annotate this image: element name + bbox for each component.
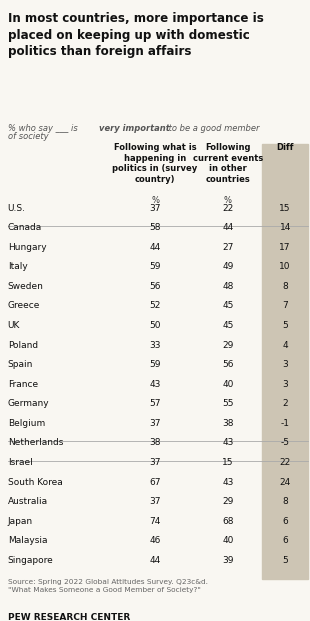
Text: 14: 14 xyxy=(280,223,291,232)
Text: 37: 37 xyxy=(149,497,161,506)
Text: Sweden: Sweden xyxy=(8,282,44,291)
Text: 45: 45 xyxy=(222,301,233,310)
Text: France: France xyxy=(8,379,38,389)
Text: 45: 45 xyxy=(222,321,233,330)
Text: 59: 59 xyxy=(149,360,161,369)
Text: 17: 17 xyxy=(279,243,291,252)
Text: 33: 33 xyxy=(149,340,161,350)
Text: 55: 55 xyxy=(222,399,234,408)
Text: South Korea: South Korea xyxy=(8,478,63,486)
Text: Germany: Germany xyxy=(8,399,49,408)
Text: 24: 24 xyxy=(280,478,291,486)
Text: 27: 27 xyxy=(222,243,233,252)
Text: 29: 29 xyxy=(222,497,233,506)
Text: 15: 15 xyxy=(222,458,234,467)
Text: 37: 37 xyxy=(149,458,161,467)
Text: %: % xyxy=(151,196,159,204)
Text: UK: UK xyxy=(8,321,20,330)
Text: 52: 52 xyxy=(149,301,161,310)
Text: 4: 4 xyxy=(282,340,288,350)
Text: Source: Spring 2022 Global Attitudes Survey. Q23c&d.
"What Makes Someone a Good : Source: Spring 2022 Global Attitudes Sur… xyxy=(8,579,208,592)
Text: Japan: Japan xyxy=(8,517,33,525)
Text: Spain: Spain xyxy=(8,360,33,369)
Text: Italy: Italy xyxy=(8,262,28,271)
Text: very important: very important xyxy=(99,124,170,133)
Text: 22: 22 xyxy=(222,204,233,212)
Text: Canada: Canada xyxy=(8,223,42,232)
Text: 38: 38 xyxy=(222,419,234,428)
Text: 7: 7 xyxy=(282,301,288,310)
Text: 3: 3 xyxy=(282,360,288,369)
Text: 37: 37 xyxy=(149,204,161,212)
Text: 59: 59 xyxy=(149,262,161,271)
Text: 8: 8 xyxy=(282,282,288,291)
Text: 43: 43 xyxy=(222,478,233,486)
Text: of society: of society xyxy=(8,132,48,141)
Text: 40: 40 xyxy=(222,536,233,545)
Text: -1: -1 xyxy=(281,419,290,428)
Text: U.S.: U.S. xyxy=(8,204,26,212)
Text: Diff: Diff xyxy=(277,143,294,152)
Text: 2: 2 xyxy=(282,399,288,408)
Text: % who say ___ is: % who say ___ is xyxy=(8,124,80,133)
Text: In most countries, more importance is
placed on keeping up with domestic
politic: In most countries, more importance is pl… xyxy=(8,12,264,58)
Text: Malaysia: Malaysia xyxy=(8,536,47,545)
Text: Greece: Greece xyxy=(8,301,40,310)
Text: 29: 29 xyxy=(222,340,233,350)
Text: 5: 5 xyxy=(282,321,288,330)
Text: 74: 74 xyxy=(149,517,161,525)
Text: PEW RESEARCH CENTER: PEW RESEARCH CENTER xyxy=(8,613,130,621)
Text: 49: 49 xyxy=(222,262,233,271)
Text: 44: 44 xyxy=(149,243,161,252)
Text: Singapore: Singapore xyxy=(8,556,54,564)
Text: 6: 6 xyxy=(282,517,288,525)
Text: 50: 50 xyxy=(149,321,161,330)
Text: 8: 8 xyxy=(282,497,288,506)
Text: 39: 39 xyxy=(222,556,234,564)
Text: 44: 44 xyxy=(222,223,233,232)
Text: 58: 58 xyxy=(149,223,161,232)
Text: Following
current events
in other
countries: Following current events in other countr… xyxy=(193,143,263,184)
Text: Netherlands: Netherlands xyxy=(8,438,63,447)
Text: 5: 5 xyxy=(282,556,288,564)
Text: Hungary: Hungary xyxy=(8,243,46,252)
Text: 15: 15 xyxy=(279,204,291,212)
Text: -5: -5 xyxy=(281,438,290,447)
Text: 67: 67 xyxy=(149,478,161,486)
Text: Australia: Australia xyxy=(8,497,48,506)
Text: 57: 57 xyxy=(149,399,161,408)
Text: 22: 22 xyxy=(280,458,291,467)
Text: %: % xyxy=(224,196,232,204)
Text: 40: 40 xyxy=(222,379,233,389)
Text: Poland: Poland xyxy=(8,340,38,350)
Text: 43: 43 xyxy=(222,438,233,447)
Text: Belgium: Belgium xyxy=(8,419,45,428)
Text: 56: 56 xyxy=(222,360,234,369)
Text: 3: 3 xyxy=(282,379,288,389)
Text: 68: 68 xyxy=(222,517,234,525)
Text: to be a good member: to be a good member xyxy=(166,124,259,133)
Text: 56: 56 xyxy=(149,282,161,291)
Text: 43: 43 xyxy=(149,379,161,389)
Text: 48: 48 xyxy=(222,282,233,291)
Text: Following what is
happening in
politics in (survey
country): Following what is happening in politics … xyxy=(112,143,198,184)
Text: Israel: Israel xyxy=(8,458,33,467)
Text: 44: 44 xyxy=(149,556,161,564)
Text: 38: 38 xyxy=(149,438,161,447)
Text: 10: 10 xyxy=(279,262,291,271)
Text: 46: 46 xyxy=(149,536,161,545)
Text: 37: 37 xyxy=(149,419,161,428)
Text: 6: 6 xyxy=(282,536,288,545)
